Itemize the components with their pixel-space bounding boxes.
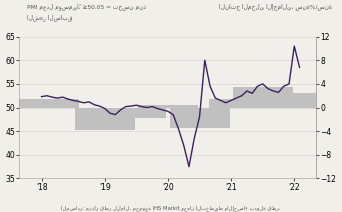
Bar <box>106 107 166 118</box>
Text: الناتج المحلي الإجمالي، سنة%/سنة: الناتج المحلي الإجمالي، سنة%/سنة <box>219 3 332 10</box>
Bar <box>19 99 79 107</box>
Bar <box>75 107 135 130</box>
Bar <box>138 105 198 107</box>
Text: الشهر السابق: الشهر السابق <box>27 14 73 21</box>
Bar <box>200 107 231 125</box>
Text: المصادر: مركز قطر للمال، مجموعة IHS Markit وجهاز التخطيط والإحصاء بدولة قطر.: المصادر: مركز قطر للمال، مجموعة IHS Mark… <box>61 205 281 211</box>
Bar <box>264 93 324 107</box>
Text: PMI معدل موسمياً، ≥50.05 = تحسن منذ: PMI معدل موسمياً، ≥50.05 = تحسن منذ <box>27 3 146 10</box>
Bar <box>233 87 293 107</box>
Bar <box>209 99 269 107</box>
Bar <box>170 107 229 128</box>
